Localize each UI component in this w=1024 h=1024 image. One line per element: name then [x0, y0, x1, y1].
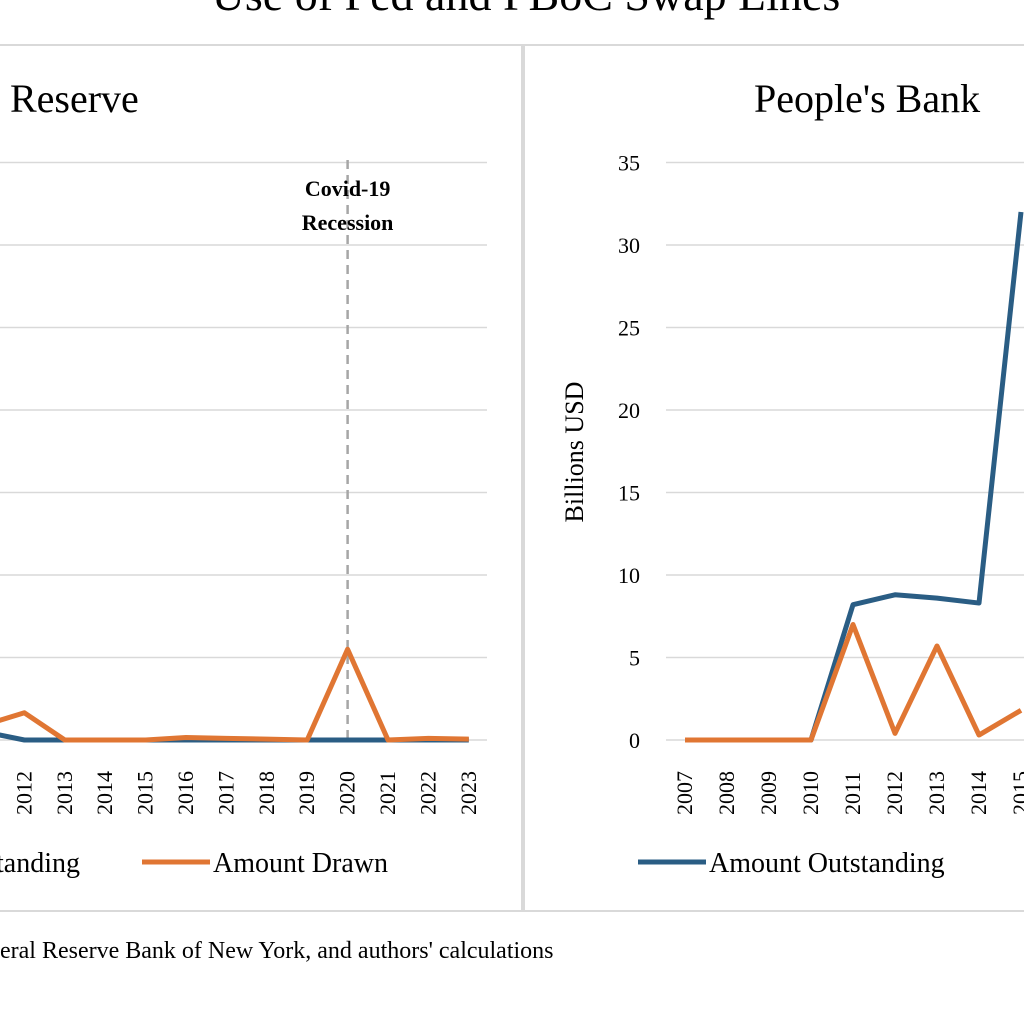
- x-tick-label: 2023: [456, 771, 481, 815]
- y-tick-label: 30: [618, 233, 640, 258]
- x-tick-label: 2017: [213, 771, 238, 815]
- x-tick-label: 2019: [294, 771, 319, 815]
- y-tick-label: 5: [629, 646, 640, 671]
- x-tick-label: 2008: [714, 771, 739, 815]
- x-tick-label: 2012: [11, 771, 36, 815]
- fed-chart: eral Reserve 2012 2013 2014 2015 2016 2017 2018…: [0, 76, 487, 879]
- recession-label: Recession: [302, 210, 394, 235]
- left-panel-border: [0, 44, 523, 912]
- source-note: eral Reserve Bank of New York, and autho…: [0, 938, 554, 964]
- pboc-chart: People's Bank 0 5 10 15 20 25 30 35 Billions USD 2…: [560, 76, 1024, 879]
- x-tick-label: 2022: [415, 771, 440, 815]
- x-tick-label: 2015: [133, 771, 158, 815]
- x-tick-label: 2013: [924, 771, 949, 815]
- y-tick-label: 25: [618, 316, 640, 341]
- chart-title: People's Bank: [754, 76, 980, 121]
- chart-title: eral Reserve: [0, 76, 139, 121]
- right-panel-border: [523, 44, 1024, 912]
- y-tick-label: 0: [629, 728, 640, 753]
- figure-title: Use of Fed and PBoC Swap Lines: [212, 0, 841, 20]
- x-tick-label: 2014: [966, 771, 991, 815]
- series-line-drawn: [0, 646, 469, 743]
- y-axis-label: Billions USD: [560, 382, 589, 523]
- x-tick-label: 2010: [798, 771, 823, 815]
- y-tick-label: 35: [618, 151, 640, 176]
- x-tick-label: 2012: [882, 771, 907, 815]
- y-tick-label: 15: [618, 481, 640, 506]
- series-line-outstanding: [685, 211, 1024, 743]
- x-tick-label: 2011: [840, 772, 865, 815]
- x-tick-label: 2009: [756, 771, 781, 815]
- x-tick-label: 2016: [173, 771, 198, 815]
- x-tick-label: 2013: [52, 771, 77, 815]
- x-tick-label: 2021: [375, 771, 400, 815]
- y-tick-label: 20: [618, 398, 640, 423]
- legend-label: Amount Outstanding: [709, 848, 945, 879]
- x-tick-label: 2018: [254, 771, 279, 815]
- x-tick-label: 2007: [672, 771, 697, 815]
- x-tick-label: 2020: [335, 771, 360, 815]
- x-tick-label: 2015: [1008, 771, 1024, 815]
- x-tick-label: 2014: [92, 771, 117, 815]
- legend-label: Amount Drawn: [213, 848, 388, 879]
- y-tick-label: 10: [618, 563, 640, 588]
- series-line-drawn: [685, 622, 1023, 743]
- recession-label: Covid-19: [305, 176, 391, 201]
- legend-label: tanding: [0, 848, 80, 879]
